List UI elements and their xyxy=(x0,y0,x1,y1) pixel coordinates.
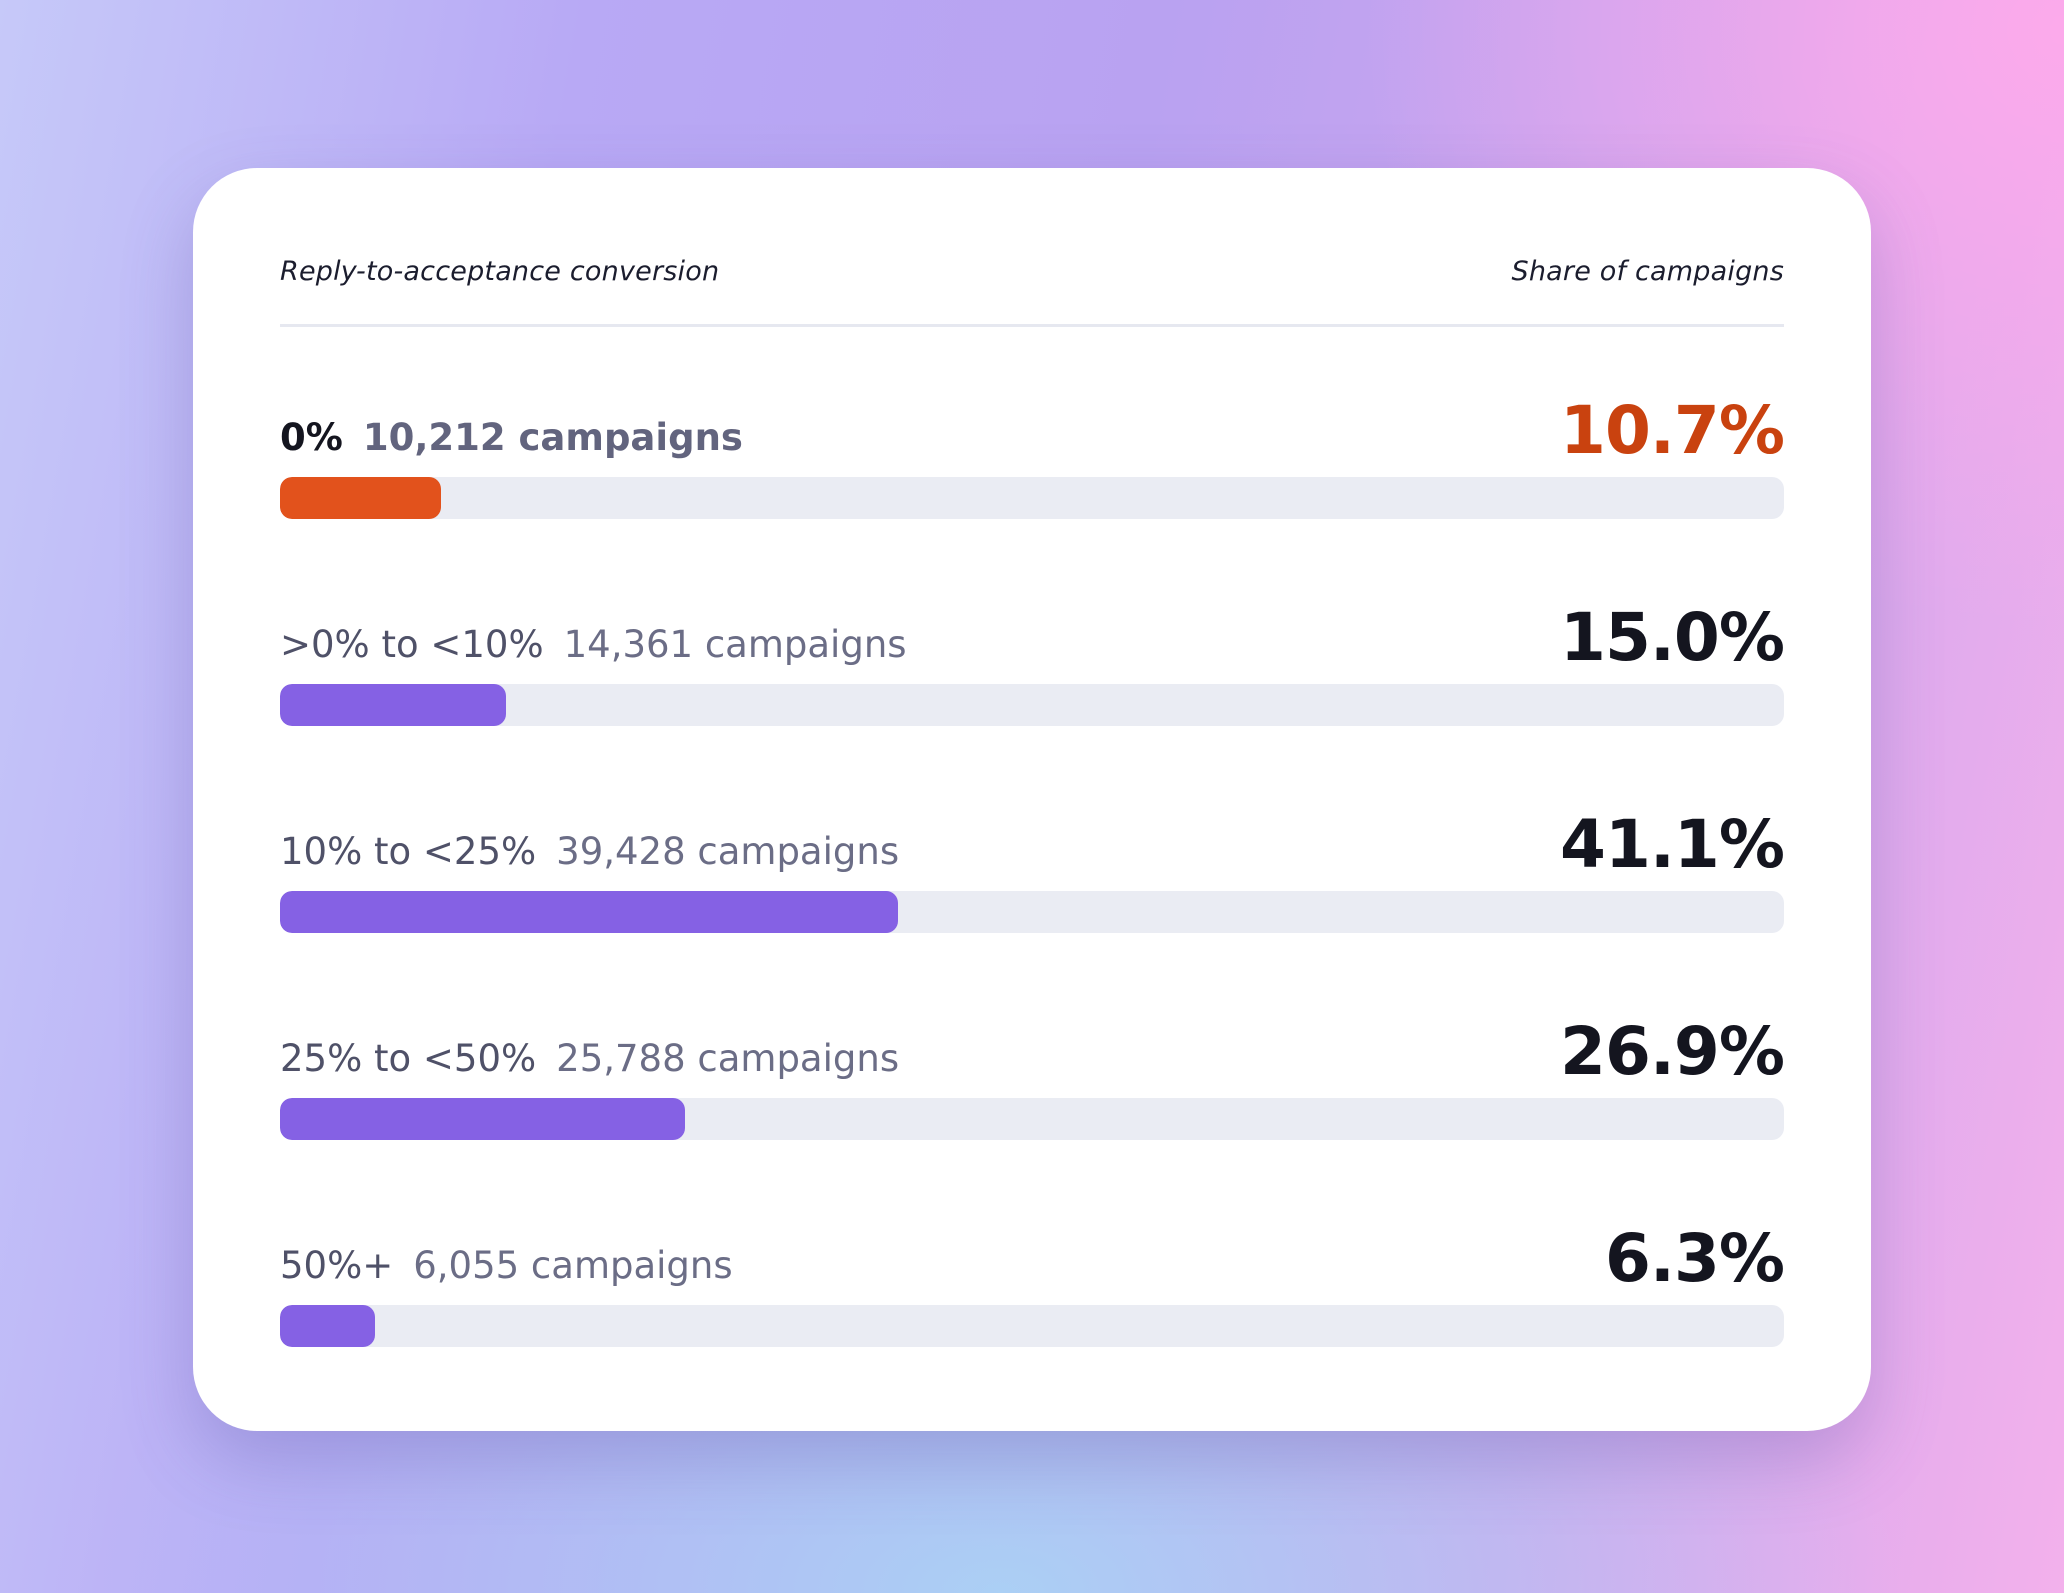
share-value-label: 41.1% xyxy=(1560,806,1785,883)
bar-row: 10% to <25% 39,428 campaigns 41.1% xyxy=(280,790,1785,950)
bar-track xyxy=(280,684,1784,726)
row-label: 25% to <50% 25,788 campaigns xyxy=(280,1037,899,1080)
campaign-count-label: 14,361 campaigns xyxy=(563,623,907,666)
bar-fill xyxy=(280,1098,685,1140)
distribution-card: Reply-to-acceptance conversion Share of … xyxy=(193,168,1871,1431)
share-value-label: 10.7% xyxy=(1560,392,1785,469)
column-header-conversion: Reply-to-acceptance conversion xyxy=(280,256,720,287)
row-label: 10% to <25% 39,428 campaigns xyxy=(280,830,899,873)
range-label: 0% xyxy=(280,416,343,459)
bar-track xyxy=(280,1098,1784,1140)
bar-row: >0% to <10% 14,361 campaigns 15.0% xyxy=(280,583,1785,743)
bar-track xyxy=(280,891,1784,933)
row-label: >0% to <10% 14,361 campaigns xyxy=(280,623,907,666)
campaign-count-label: 10,212 campaigns xyxy=(362,416,743,459)
campaign-count-label: 25,788 campaigns xyxy=(556,1037,900,1080)
bar-row: 0% 10,212 campaigns 10.7% xyxy=(280,376,1785,536)
row-label: 0% 10,212 campaigns xyxy=(280,416,743,459)
range-label: 50%+ xyxy=(280,1244,394,1287)
share-value-label: 15.0% xyxy=(1560,599,1785,676)
row-label: 50%+ 6,055 campaigns xyxy=(280,1244,733,1287)
bar-track xyxy=(280,1305,1784,1347)
range-label: 25% to <50% xyxy=(280,1037,537,1080)
bar-fill xyxy=(280,1305,375,1347)
column-header-share: Share of campaigns xyxy=(1511,256,1784,287)
share-value-label: 26.9% xyxy=(1560,1013,1785,1090)
bar-fill xyxy=(280,477,441,519)
bar-fill xyxy=(280,891,899,933)
header-divider xyxy=(280,324,1784,327)
range-label: 10% to <25% xyxy=(280,830,537,873)
bar-row: 25% to <50% 25,788 campaigns 26.9% xyxy=(280,997,1785,1157)
share-value-label: 6.3% xyxy=(1604,1220,1785,1297)
campaign-count-label: 39,428 campaigns xyxy=(556,830,900,873)
bar-row: 50%+ 6,055 campaigns 6.3% xyxy=(280,1204,1785,1364)
range-label: >0% to <10% xyxy=(280,623,544,666)
bar-fill xyxy=(280,684,506,726)
campaign-count-label: 6,055 campaigns xyxy=(413,1244,733,1287)
bar-track xyxy=(280,477,1784,519)
card-header: Reply-to-acceptance conversion Share of … xyxy=(280,256,1784,296)
